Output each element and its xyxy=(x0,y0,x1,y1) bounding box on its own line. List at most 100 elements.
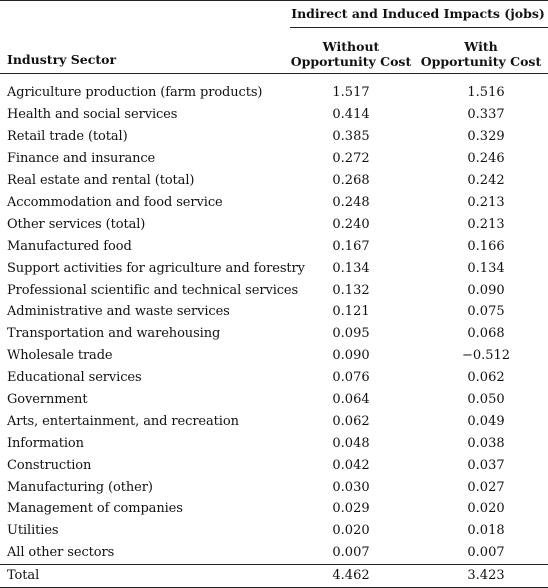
row-sector-cell: Wholesale trade xyxy=(7,348,113,364)
row-without-cell: 0.385 xyxy=(332,129,370,145)
row-sector-cell: Utilities xyxy=(7,523,59,539)
row-with-cell: 0.037 xyxy=(467,457,505,473)
row-without-cell: 0.095 xyxy=(332,326,370,342)
row-without-cell: 0.121 xyxy=(332,304,370,320)
row-with-cell: 0.337 xyxy=(467,107,505,123)
row-sector-cell: Government xyxy=(7,392,88,408)
row-sector-cell: Accommodation and food service xyxy=(7,195,223,210)
row-sector-cell: Management of companies xyxy=(7,501,183,517)
row-with-cell: 0.068 xyxy=(467,326,505,342)
row-without-cell: 0.030 xyxy=(332,479,370,495)
table-row: Retail trade (total) 0.385 0.329 xyxy=(0,126,548,148)
row-sector-cell: Real estate and rental (total) xyxy=(7,173,195,189)
group-header-underline xyxy=(290,27,548,28)
row-without-cell: 0.167 xyxy=(332,238,370,254)
row-without-cell: 0.248 xyxy=(332,195,370,210)
row-sector-cell: Professional scientific and technical se… xyxy=(7,282,299,298)
group-header: Indirect and Induced Impacts (jobs) xyxy=(288,0,548,27)
row-sector-cell: Manufactured food xyxy=(7,238,132,254)
table-row: Management of companies 0.029 0.020 xyxy=(0,498,548,520)
row-sector-cell: Arts, entertainment, and recreation xyxy=(7,413,239,429)
row-with-cell: 0.007 xyxy=(467,545,505,561)
row-without-cell: 0.064 xyxy=(332,392,370,408)
row-without-cell: 0.132 xyxy=(332,282,370,298)
table-row: Accommodation and food service 0.248 0.213 xyxy=(0,192,548,214)
row-without-cell: 1.517 xyxy=(332,84,370,100)
table-row: Government 0.064 0.050 xyxy=(0,389,548,411)
row-without-cell: 0.048 xyxy=(332,435,370,451)
row-sector-cell: Agriculture production (farm products) xyxy=(7,84,263,100)
column-header-without-line1: Without xyxy=(322,39,380,54)
row-with-cell: 0.329 xyxy=(467,129,505,145)
row-with-cell: 0.038 xyxy=(467,435,505,451)
row-with-cell: 1.516 xyxy=(467,84,505,100)
row-sector-cell: Finance and insurance xyxy=(7,151,156,167)
total-sector-cell: Total xyxy=(0,563,288,588)
table-row: Wholesale trade 0.090 −0.512 xyxy=(0,345,548,367)
total-with-cell: 3.423 xyxy=(414,563,548,588)
table-row: Other services (total) 0.240 0.213 xyxy=(0,213,548,235)
table-row: Professional scientific and technical se… xyxy=(0,279,548,301)
row-without-cell: 0.090 xyxy=(332,348,370,364)
row-without-cell: 0.076 xyxy=(332,370,370,386)
row-with-cell: 0.020 xyxy=(467,501,505,517)
group-header-row: Indirect and Induced Impacts (jobs) xyxy=(0,0,548,27)
table-row: Health and social services 0.414 0.337 xyxy=(0,104,548,126)
table-row: Educational services 0.076 0.062 xyxy=(0,367,548,389)
row-sector-cell: Administrative and waste services xyxy=(7,304,230,320)
column-header-sector: Industry Sector xyxy=(0,27,288,74)
row-sector-cell: Construction xyxy=(7,457,92,473)
row-without-cell: 0.272 xyxy=(332,151,370,167)
table-row: Finance and insurance 0.272 0.246 xyxy=(0,148,548,170)
table-row: Administrative and waste services 0.121 0.… xyxy=(0,301,548,323)
row-sector-cell: Educational services xyxy=(7,370,142,386)
row-with-cell: 0.246 xyxy=(467,151,505,167)
row-sector-cell: Other services (total) xyxy=(7,216,146,232)
table-row: Real estate and rental (total) 0.268 0.242 xyxy=(0,170,548,192)
table-row: Manufactured food 0.167 0.166 xyxy=(0,235,548,257)
row-without-cell: 0.062 xyxy=(332,413,370,429)
table-row: Agriculture production (farm products) 1.… xyxy=(0,74,548,105)
table-row: Transportation and warehousing 0.095 0.068 xyxy=(0,323,548,345)
column-header-without: Without Opportunity Cost xyxy=(288,27,414,74)
row-with-cell: 0.090 xyxy=(467,282,505,298)
row-with-cell: 0.018 xyxy=(467,523,505,539)
row-sector-cell: Retail trade (total) xyxy=(7,129,128,145)
row-with-cell: 0.027 xyxy=(467,479,505,495)
row-with-cell: 0.242 xyxy=(467,173,505,189)
row-sector-cell: Support activities for agriculture and f… xyxy=(7,260,305,276)
row-without-cell: 0.042 xyxy=(332,457,370,473)
row-without-cell: 0.020 xyxy=(332,523,370,539)
table-row: Utilities 0.020 0.018 xyxy=(0,520,548,542)
table-body: Agriculture production (farm products) 1.… xyxy=(0,74,548,588)
row-with-cell: 0.050 xyxy=(467,392,505,408)
row-sector-cell: Information xyxy=(7,435,84,451)
group-header-spacer xyxy=(0,0,288,27)
column-header-without-line2: Opportunity Cost xyxy=(290,54,412,69)
row-sector-cell: Health and social services xyxy=(7,107,178,123)
table-row: Manufacturing (other) 0.030 0.027 xyxy=(0,476,548,498)
table-row: All other sectors 0.007 0.007 xyxy=(0,542,548,564)
row-with-cell: 0.134 xyxy=(467,260,505,276)
row-without-cell: 0.134 xyxy=(332,260,370,276)
row-with-cell: 0.075 xyxy=(467,304,505,320)
column-header-row: Industry Sector Without Opportunity Cost… xyxy=(0,27,548,74)
row-with-cell: 0.213 xyxy=(467,195,505,210)
row-sector-cell: Transportation and warehousing xyxy=(7,326,221,342)
row-with-cell: 0.166 xyxy=(467,238,505,254)
row-without-cell: 0.414 xyxy=(332,107,370,123)
row-with-cell: 0.049 xyxy=(467,413,505,429)
table-row: Construction 0.042 0.037 xyxy=(0,454,548,476)
column-header-with-line1: With xyxy=(464,39,498,54)
row-sector-cell: Manufacturing (other) xyxy=(7,479,153,495)
row-with-cell: 0.062 xyxy=(467,370,505,386)
row-without-cell: 0.029 xyxy=(332,501,370,517)
table-row: Support activities for agriculture and f… xyxy=(0,257,548,279)
row-sector-cell: All other sectors xyxy=(7,545,115,561)
total-row: Total 4.462 3.423 xyxy=(0,563,548,588)
row-without-cell: 0.240 xyxy=(332,216,370,232)
table-row: Arts, entertainment, and recreation 0.062… xyxy=(0,410,548,432)
table-row: Information 0.048 0.038 xyxy=(0,432,548,454)
